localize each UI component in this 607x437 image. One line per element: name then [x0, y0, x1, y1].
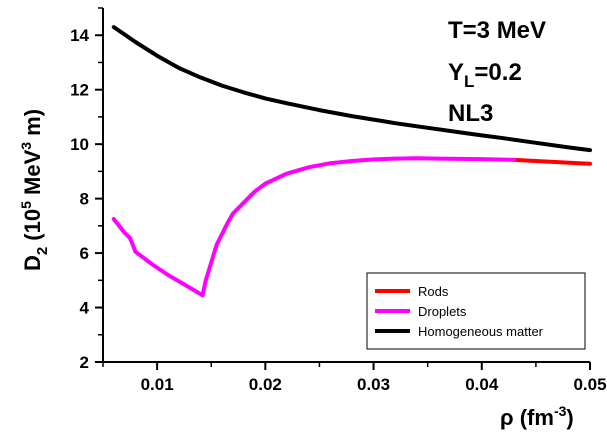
legend-label: Droplets	[418, 304, 467, 319]
y-axis-title-sub: 2	[34, 247, 51, 255]
y-axis-title-base: D	[20, 255, 45, 271]
y-axis-title: D2 (105 MeV3 m)	[18, 109, 51, 271]
y-axis-title-sup1: 5	[18, 201, 34, 209]
y-tick-label: 4	[80, 299, 90, 318]
series-line-rods	[512, 157, 592, 166]
y-axis-title-mid: (10	[20, 209, 45, 247]
series-line-droplets	[111, 156, 517, 298]
annotation-yl: YL=0.2	[448, 59, 522, 91]
legend-box	[366, 272, 586, 350]
legend: Rods Droplets Homogeneous matter	[366, 272, 586, 350]
annotation-yl-base: Y	[448, 59, 464, 86]
y-tick-label: 8	[80, 190, 89, 209]
x-axis-title-tail: )	[566, 405, 573, 430]
y-tick-label: 6	[80, 244, 89, 263]
series-line-homogeneous-matter	[111, 25, 592, 153]
legend-label: Homogeneous matter	[418, 324, 544, 339]
annotation-temperature: T=3 MeV	[448, 17, 546, 44]
legend-label: Rods	[418, 284, 449, 299]
legend-items: Rods Droplets Homogeneous matter	[375, 284, 544, 339]
x-axis-title-sup: -3	[554, 403, 567, 419]
x-tick-label: 0.02	[249, 375, 282, 394]
y-tick-label: 12	[70, 81, 89, 100]
x-tick-label: 0.01	[141, 375, 174, 394]
x-axis-title: ρ (fm-3)	[500, 403, 574, 430]
axis-ticks: 0.01 0.02 0.03 0.04 0.05 2 4 6 8 10 12 14	[70, 7, 607, 394]
x-tick-label: 0.03	[357, 375, 390, 394]
y-tick-label: 14	[70, 26, 89, 45]
y-tick-label: 2	[80, 353, 89, 372]
x-tick-label: 0.05	[573, 375, 606, 394]
x-tick-label: 0.04	[465, 375, 499, 394]
y-axis-title-sup2: 3	[18, 142, 34, 150]
annotation-yl-sub: L	[464, 72, 474, 91]
annotation-yl-value: =0.2	[474, 59, 521, 86]
x-axis-title-base: ρ (fm	[500, 405, 554, 430]
y-axis-title-mid2: MeV	[20, 149, 45, 201]
y-axis-title-tail: m)	[20, 109, 45, 142]
y-tick-label: 10	[70, 135, 89, 154]
series-layer	[111, 25, 592, 298]
annotation-model: NL3	[448, 100, 493, 127]
